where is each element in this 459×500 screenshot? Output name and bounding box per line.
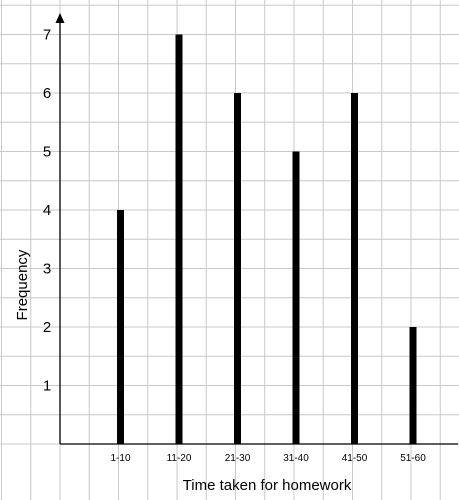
y-tick-label: 6 bbox=[43, 85, 51, 102]
x-tick-labels: 1-10 11-20 21-30 31-40 41-50 51-60 bbox=[110, 453, 426, 464]
x-tick-label: 51-60 bbox=[400, 453, 426, 464]
y-axis-arrow bbox=[55, 13, 65, 23]
x-axis-label: Time taken for homework bbox=[183, 477, 352, 494]
y-tick-label: 7 bbox=[43, 27, 51, 44]
y-tick-label: 2 bbox=[43, 319, 51, 336]
y-tick-labels: 1 2 3 4 5 6 7 bbox=[43, 27, 51, 395]
bar bbox=[292, 151, 300, 444]
x-tick-label: 21-30 bbox=[225, 453, 251, 464]
x-tick-label: 31-40 bbox=[283, 453, 309, 464]
x-tick-label: 11-20 bbox=[167, 453, 192, 464]
bar bbox=[117, 210, 124, 444]
bar bbox=[409, 327, 417, 444]
y-axis-label: Frequency bbox=[14, 249, 31, 320]
y-tick-label: 3 bbox=[43, 261, 51, 278]
y-tick-label: 4 bbox=[43, 202, 51, 219]
bar bbox=[351, 93, 358, 444]
bar bbox=[234, 93, 241, 444]
y-tick-label: 5 bbox=[43, 144, 51, 161]
bar bbox=[175, 34, 183, 444]
bars bbox=[117, 34, 417, 444]
x-tick-label: 41-50 bbox=[342, 453, 368, 464]
x-tick-label: 1-10 bbox=[110, 453, 130, 464]
y-tick-label: 1 bbox=[43, 378, 51, 395]
